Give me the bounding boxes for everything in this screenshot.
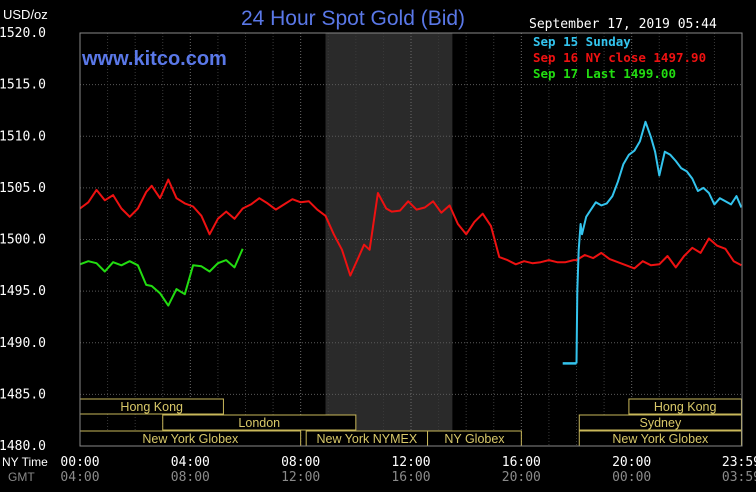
session-label: New York Globex xyxy=(612,432,709,446)
chart-legend: Sep 15 Sunday Sep 16 NY close 1497.90 Se… xyxy=(533,34,706,81)
kitco-watermark-link[interactable]: www.kitco.com xyxy=(81,48,227,70)
ny-time-tick-label: 08:00 xyxy=(281,455,320,470)
legend-entry-sep15: Sep 15 Sunday xyxy=(533,34,631,49)
ny-time-tick-label: 04:00 xyxy=(171,455,210,470)
ny-time-tick-label: 23:59 xyxy=(722,455,756,470)
y-tick-label: 1495.0 xyxy=(0,284,46,299)
price-series xyxy=(79,120,743,365)
session-label: New York Globex xyxy=(142,432,239,446)
y-tick-label: 1500.0 xyxy=(0,233,46,248)
gmt-tick-label: 12:00 xyxy=(281,470,320,485)
series-line xyxy=(575,120,743,364)
session-label: NY Globex xyxy=(444,432,505,446)
y-tick-label: 1480.0 xyxy=(0,439,46,454)
x-axis-ticks: 00:0004:0008:0012:0016:0020:0023:5904:00… xyxy=(60,455,756,485)
y-tick-label: 1505.0 xyxy=(0,181,46,196)
market-sessions: Hong Kong London New York Globex New York N… xyxy=(79,398,742,447)
gmt-tick-label: 03:59 xyxy=(722,470,756,485)
y-tick-label: 1485.0 xyxy=(0,387,46,402)
session-label: New York NYMEX xyxy=(316,432,417,446)
chart-date-stamp: September 17, 2019 05:44 xyxy=(529,17,717,32)
y-axis-ticks: 1520.0 1515.0 1510.0 1505.0 1500.0 1495.0 1490… xyxy=(0,26,46,454)
gmt-tick-label: 00:00 xyxy=(612,470,651,485)
gmt-tick-label: 04:00 xyxy=(60,470,99,485)
session-bar xyxy=(162,414,357,431)
gmt-tick-label: 16:00 xyxy=(391,470,430,485)
gmt-tick-label: 08:00 xyxy=(171,470,210,485)
series-line xyxy=(79,248,244,307)
y-tick-label: 1515.0 xyxy=(0,78,46,93)
legend-entry-sep17: Sep 17 Last 1499.00 xyxy=(533,66,676,81)
ny-time-row-label: NY Time xyxy=(2,455,48,469)
session-label: London xyxy=(238,416,280,430)
y-tick-label: 1490.0 xyxy=(0,336,46,351)
y-tick-label: 1510.0 xyxy=(0,129,46,144)
plot-frame xyxy=(79,32,743,447)
legend-entry-sep16: Sep 16 NY close 1497.90 xyxy=(533,50,706,65)
ny-time-tick-label: 12:00 xyxy=(391,455,430,470)
gmt-tick-label: 20:00 xyxy=(502,470,541,485)
ny-time-tick-label: 00:00 xyxy=(60,455,99,470)
series-line xyxy=(79,178,742,277)
session-bar xyxy=(578,414,742,431)
ny-time-tick-label: 16:00 xyxy=(502,455,541,470)
session-label: Hong Kong xyxy=(120,400,183,414)
gmt-row-label: GMT xyxy=(8,470,35,484)
y-tick-label: 1520.0 xyxy=(0,26,46,41)
ny-time-tick-label: 20:00 xyxy=(612,455,651,470)
y-axis-unit-label: USD/oz xyxy=(3,7,48,22)
session-label: Hong Kong xyxy=(654,400,717,414)
session-label: Sydney xyxy=(640,416,682,430)
session-bar xyxy=(628,398,742,415)
chart-title: 24 Hour Spot Gold (Bid) xyxy=(241,7,465,30)
